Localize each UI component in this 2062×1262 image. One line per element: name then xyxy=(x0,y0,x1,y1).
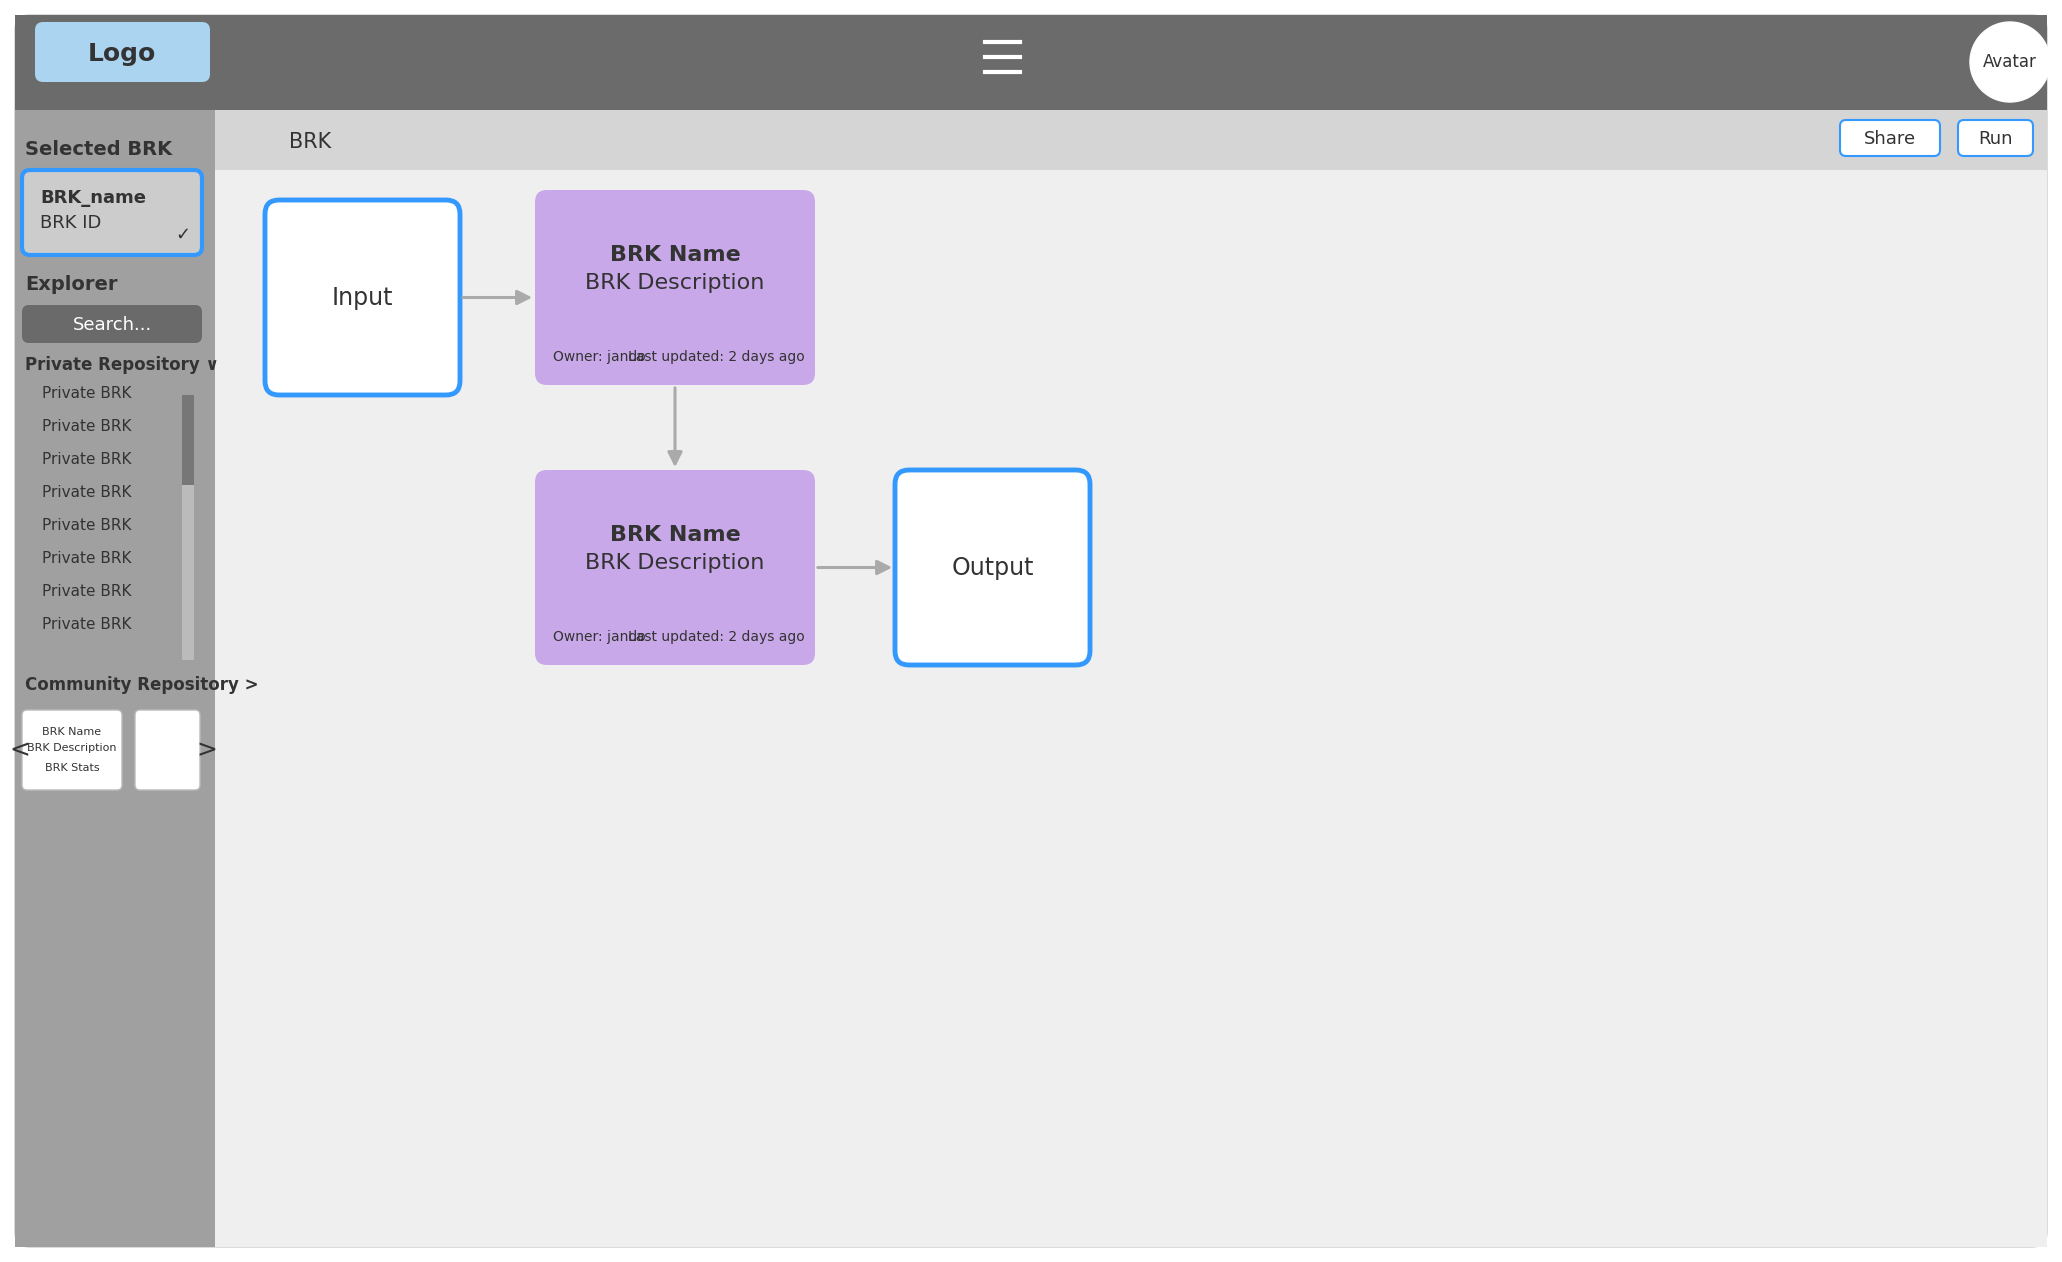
Text: BRK Name: BRK Name xyxy=(610,245,740,265)
Text: >: > xyxy=(196,738,217,762)
Bar xyxy=(181,395,194,485)
Text: Community Repository >: Community Repository > xyxy=(25,676,258,694)
Text: Private BRK: Private BRK xyxy=(41,419,132,434)
Text: Private BRK: Private BRK xyxy=(41,551,132,565)
Text: Search...: Search... xyxy=(72,316,153,334)
Text: Owner: jando: Owner: jando xyxy=(553,630,645,644)
Text: Private BRK: Private BRK xyxy=(41,386,132,401)
FancyBboxPatch shape xyxy=(23,170,202,255)
Text: Private BRK: Private BRK xyxy=(41,584,132,599)
Text: Logo: Logo xyxy=(89,42,157,66)
FancyBboxPatch shape xyxy=(14,15,2048,1247)
Text: Private BRK: Private BRK xyxy=(41,517,132,533)
Bar xyxy=(181,395,194,660)
Text: Output: Output xyxy=(951,555,1033,579)
Circle shape xyxy=(1969,21,2050,102)
Text: Explorer: Explorer xyxy=(25,275,118,294)
Bar xyxy=(14,15,2048,110)
Bar xyxy=(14,110,214,1247)
Text: Last updated: 2 days ago: Last updated: 2 days ago xyxy=(629,350,804,363)
Text: ✓: ✓ xyxy=(175,226,190,244)
Text: Owner: jando: Owner: jando xyxy=(553,350,645,363)
Text: BRK Name: BRK Name xyxy=(610,525,740,545)
Text: Run: Run xyxy=(1977,130,2013,148)
Text: Private BRK: Private BRK xyxy=(41,617,132,632)
Text: Input: Input xyxy=(332,285,394,309)
Text: Private BRK: Private BRK xyxy=(41,452,132,467)
FancyBboxPatch shape xyxy=(534,191,814,385)
Text: Avatar: Avatar xyxy=(1984,53,2037,71)
Text: BRK Description: BRK Description xyxy=(27,743,118,753)
FancyBboxPatch shape xyxy=(134,711,200,790)
Bar xyxy=(214,110,2048,1247)
FancyBboxPatch shape xyxy=(1959,120,2033,156)
FancyBboxPatch shape xyxy=(35,21,210,82)
Text: BRK_name: BRK_name xyxy=(39,189,146,207)
Text: BRK Description: BRK Description xyxy=(586,273,765,293)
Text: Last updated: 2 days ago: Last updated: 2 days ago xyxy=(629,630,804,644)
FancyBboxPatch shape xyxy=(23,305,202,343)
Text: BRK Stats: BRK Stats xyxy=(45,764,99,774)
FancyBboxPatch shape xyxy=(1839,120,1940,156)
Text: BRK ID: BRK ID xyxy=(39,215,101,232)
FancyBboxPatch shape xyxy=(23,711,122,790)
FancyBboxPatch shape xyxy=(266,199,460,395)
Text: <: < xyxy=(10,738,31,762)
FancyBboxPatch shape xyxy=(534,469,814,665)
Bar xyxy=(214,110,2048,170)
Text: Selected BRK: Selected BRK xyxy=(25,140,171,159)
Text: Private BRK: Private BRK xyxy=(41,485,132,500)
Text: BRK: BRK xyxy=(289,133,332,151)
Text: BRK Description: BRK Description xyxy=(586,553,765,573)
Text: Private Repository ∨: Private Repository ∨ xyxy=(25,356,219,374)
Text: Share: Share xyxy=(1864,130,1916,148)
Text: BRK Name: BRK Name xyxy=(43,727,101,737)
FancyBboxPatch shape xyxy=(895,469,1091,665)
